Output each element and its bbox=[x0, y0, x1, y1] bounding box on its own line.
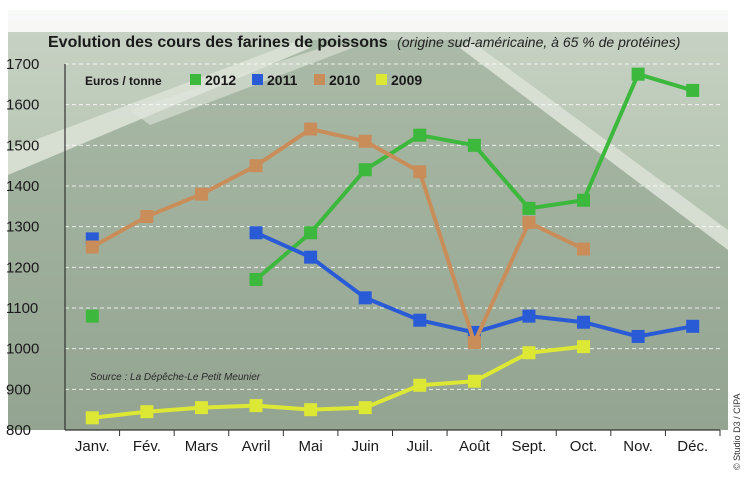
data-point-2012 bbox=[686, 83, 700, 97]
legend-swatch-2012 bbox=[190, 74, 201, 85]
data-point-2011 bbox=[577, 315, 591, 329]
axes: 800 900 1000 1100 1200 1300 1400 1500 1600 1700 Ja… bbox=[6, 56, 721, 455]
data-point-2012 bbox=[522, 201, 536, 215]
legend-swatch-2011 bbox=[252, 74, 263, 85]
data-point-2012 bbox=[631, 67, 645, 81]
y-tick-label: 1500 bbox=[6, 137, 39, 154]
data-point-2010 bbox=[85, 240, 99, 254]
x-tick-label: Avril bbox=[242, 438, 271, 455]
data-point-2012 bbox=[577, 193, 591, 207]
data-point-2012 bbox=[467, 138, 481, 152]
data-point-2009 bbox=[304, 403, 318, 417]
data-point-2010 bbox=[249, 159, 263, 173]
background-photo bbox=[8, 10, 728, 430]
data-point-2009 bbox=[249, 399, 263, 413]
data-point-2009 bbox=[85, 411, 99, 425]
data-point-2010 bbox=[467, 336, 481, 350]
legend-label-2009: 2009 bbox=[391, 72, 422, 88]
y-tick-label: 900 bbox=[6, 381, 31, 398]
x-tick-label: Juin bbox=[351, 438, 379, 455]
data-point-2011 bbox=[249, 226, 263, 240]
data-point-2012 bbox=[413, 128, 427, 142]
y-tick-label: 800 bbox=[6, 422, 31, 439]
series-layer bbox=[85, 67, 700, 425]
data-point-2010 bbox=[194, 187, 208, 201]
data-point-2010 bbox=[304, 122, 318, 136]
data-point-2009 bbox=[413, 378, 427, 392]
x-tick-label: Mars bbox=[185, 438, 218, 455]
legend-label-2010: 2010 bbox=[329, 72, 360, 88]
series-2009 bbox=[85, 340, 591, 425]
data-point-2012 bbox=[304, 226, 318, 240]
y-tick-label: 1600 bbox=[6, 97, 39, 114]
data-point-2010 bbox=[522, 216, 536, 230]
y-tick-label: 1400 bbox=[6, 178, 39, 195]
series-2012 bbox=[85, 67, 700, 323]
data-point-2009 bbox=[194, 401, 208, 415]
data-point-2010 bbox=[577, 242, 591, 256]
data-point-2010 bbox=[413, 165, 427, 179]
y-tick-label: 1700 bbox=[6, 56, 39, 73]
data-point-2012 bbox=[249, 273, 263, 287]
data-point-2011 bbox=[686, 319, 700, 333]
x-tick-label: Fév. bbox=[133, 438, 161, 455]
y-tick-label: 1300 bbox=[6, 219, 39, 236]
y-tick-label: 1200 bbox=[6, 259, 39, 276]
source-note: Source : La Dépêche-Le Petit Meunier bbox=[90, 372, 261, 383]
legend-label-2011: 2011 bbox=[267, 72, 298, 88]
data-point-2011 bbox=[413, 313, 427, 327]
x-tick-label: Déc. bbox=[677, 438, 708, 455]
series-line-2010 bbox=[91, 127, 585, 345]
legend-swatch-2009 bbox=[376, 74, 387, 85]
chart-title-group: Evolution des cours des farines de poiss… bbox=[48, 34, 680, 51]
series-2010 bbox=[85, 122, 591, 350]
data-point-2012 bbox=[358, 163, 372, 177]
y-tick-label: 1000 bbox=[6, 341, 39, 358]
x-tick-label: Mai bbox=[299, 438, 323, 455]
data-point-2009 bbox=[467, 374, 481, 388]
data-point-2009 bbox=[522, 346, 536, 360]
series-2011 bbox=[85, 226, 700, 343]
data-point-2009 bbox=[358, 401, 372, 415]
data-point-2009 bbox=[577, 340, 591, 354]
series-line-2009 bbox=[92, 344, 584, 420]
data-point-2011 bbox=[631, 329, 645, 343]
data-point-2011 bbox=[304, 250, 318, 264]
x-tick-label: Juil. bbox=[406, 438, 433, 455]
x-tick-label: Sept. bbox=[511, 438, 546, 455]
unit-label: Euros / tonne bbox=[85, 74, 162, 88]
photo-credit: © Studio D3 / CIPA bbox=[732, 394, 742, 471]
x-tick-label: Janv. bbox=[75, 438, 110, 455]
chart-title: Evolution des cours des farines de poiss… bbox=[48, 34, 680, 51]
data-point-2011 bbox=[522, 309, 536, 323]
data-point-2011 bbox=[358, 291, 372, 305]
x-tick-label: Nov. bbox=[623, 438, 653, 455]
legend-label-2012: 2012 bbox=[205, 72, 236, 88]
data-point-2010 bbox=[140, 210, 154, 223]
data-point-2010 bbox=[358, 134, 372, 148]
legend: Euros / tonne 2012 2011 2010 2009 bbox=[85, 72, 422, 88]
y-tick-label: 1100 bbox=[6, 300, 38, 317]
x-tick-label: Oct. bbox=[570, 438, 598, 455]
legend-swatch-2010 bbox=[314, 74, 325, 85]
data-point-2012 bbox=[85, 309, 99, 323]
x-tick-label: Août bbox=[459, 438, 491, 455]
data-point-2009 bbox=[140, 405, 154, 419]
